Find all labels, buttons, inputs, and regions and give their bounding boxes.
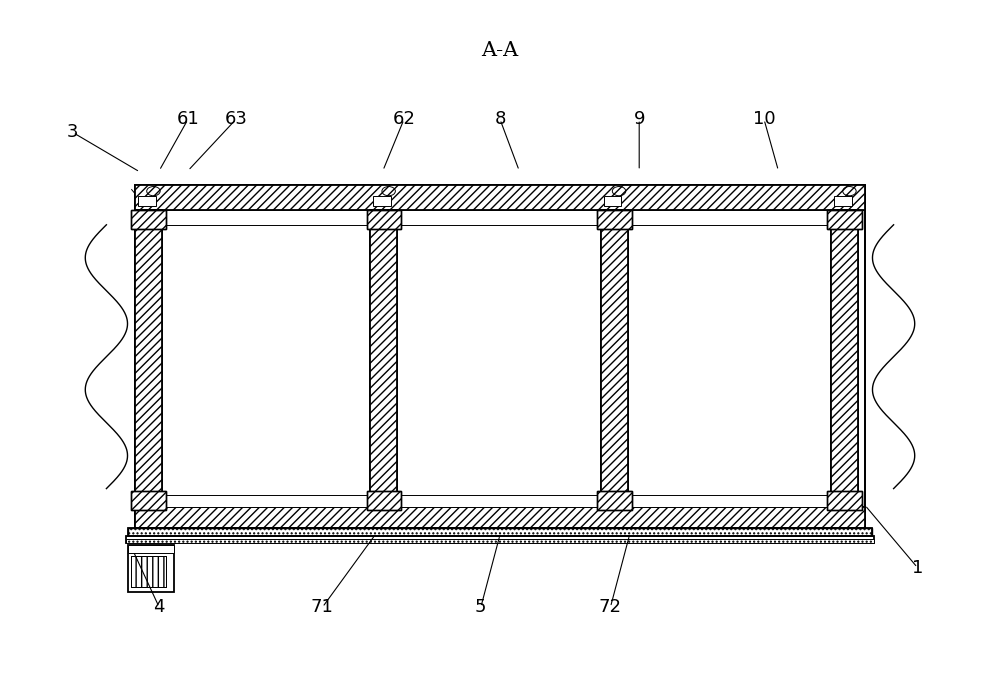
Text: 1: 1	[912, 559, 923, 577]
Bar	[138, 196, 156, 206]
Bar	[373, 196, 391, 206]
Bar	[133, 495, 138, 507]
Text: 62: 62	[393, 110, 415, 128]
Bar	[860, 210, 862, 225]
Bar	[831, 210, 858, 507]
Bar	[131, 210, 166, 229]
Bar	[128, 528, 872, 536]
Text: 5: 5	[475, 598, 487, 616]
Bar	[827, 210, 862, 229]
Bar	[135, 185, 865, 210]
Bar	[860, 495, 862, 507]
Bar	[399, 210, 599, 225]
Bar	[834, 196, 852, 206]
Bar	[370, 210, 397, 507]
Bar	[131, 556, 166, 587]
Bar	[604, 196, 621, 206]
Bar	[131, 491, 166, 510]
Text: 8: 8	[494, 110, 506, 128]
Bar	[126, 539, 874, 543]
Bar	[128, 545, 174, 552]
Text: 9: 9	[633, 110, 645, 128]
Bar	[367, 210, 401, 229]
Bar	[126, 536, 874, 543]
Text: 72: 72	[599, 598, 622, 616]
Bar	[597, 491, 632, 510]
Bar	[133, 210, 138, 225]
Bar	[164, 210, 368, 225]
Text: 4: 4	[153, 598, 165, 616]
Bar	[367, 210, 401, 229]
Text: 71: 71	[311, 598, 334, 616]
Bar	[367, 491, 401, 510]
Bar	[597, 491, 632, 510]
Bar	[827, 210, 862, 229]
Text: 61: 61	[177, 110, 199, 128]
Bar	[131, 491, 166, 510]
Bar	[128, 528, 872, 536]
Bar	[597, 210, 632, 229]
Bar	[131, 556, 166, 587]
Bar	[135, 185, 865, 528]
Bar	[827, 491, 862, 510]
Text: 10: 10	[753, 110, 775, 128]
Bar	[630, 495, 829, 507]
Bar	[597, 210, 632, 229]
Bar	[367, 491, 401, 510]
Bar	[164, 495, 368, 507]
Bar	[135, 210, 162, 507]
Bar	[630, 210, 829, 225]
Text: 63: 63	[225, 110, 247, 128]
Text: 3: 3	[67, 124, 79, 142]
Text: A-A: A-A	[481, 41, 519, 60]
Bar	[827, 491, 862, 510]
Bar	[135, 507, 865, 528]
Bar	[399, 495, 599, 507]
Bar	[601, 210, 628, 507]
Bar	[128, 545, 174, 592]
Bar	[131, 210, 166, 229]
